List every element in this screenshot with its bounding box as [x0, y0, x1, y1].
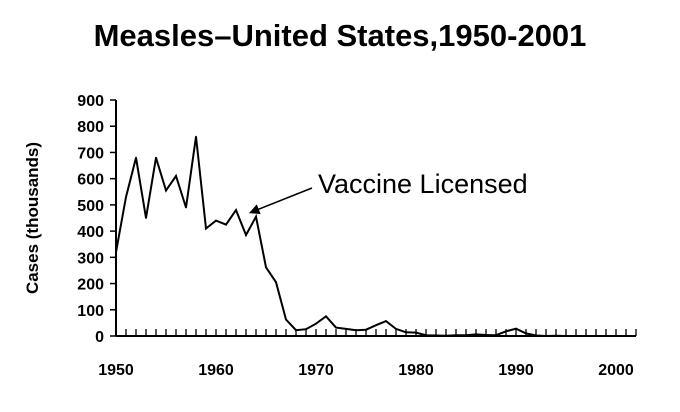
data-point	[335, 326, 337, 329]
data-point	[425, 334, 427, 337]
data-point	[405, 331, 407, 334]
series-group	[115, 135, 627, 338]
chart-title: Measles–United States,1950-2001	[93, 18, 587, 53]
y-tick-label: 800	[77, 119, 104, 136]
data-point	[505, 330, 507, 333]
data-point	[375, 324, 377, 327]
data-point	[585, 335, 587, 337]
data-point	[625, 335, 627, 337]
y-axis-ticks: 0 100 200 300 400 500 600 700 800 900	[77, 93, 116, 346]
data-point	[435, 334, 437, 337]
data-point	[545, 335, 547, 337]
data-point	[535, 334, 537, 337]
data-point	[155, 156, 157, 159]
data-point	[595, 335, 597, 337]
y-tick-label: 500	[77, 198, 104, 215]
x-tick-label: 2000	[598, 362, 634, 379]
y-tick-label: 300	[77, 250, 104, 267]
data-point	[465, 334, 467, 337]
data-point	[355, 329, 357, 332]
data-point	[125, 196, 127, 198]
data-point	[165, 189, 167, 192]
data-point	[495, 334, 497, 337]
data-point	[245, 234, 247, 236]
data-point	[115, 251, 117, 253]
data-point	[515, 327, 517, 330]
y-tick-label: 200	[77, 277, 104, 294]
data-point	[325, 315, 327, 318]
y-axis-label: Cases (thousands)	[23, 142, 42, 294]
x-tick-label: 1950	[98, 362, 134, 379]
data-point	[605, 335, 607, 337]
data-point	[275, 281, 277, 284]
data-point	[215, 219, 217, 222]
y-tick-label: 0	[95, 329, 104, 346]
data-point	[195, 135, 197, 138]
data-point	[265, 266, 267, 269]
data-point	[365, 328, 367, 331]
data-point	[445, 334, 447, 337]
data-point	[295, 329, 297, 332]
data-point	[575, 335, 577, 337]
data-point	[255, 215, 257, 218]
y-tick-label: 100	[77, 303, 104, 320]
data-point	[285, 318, 287, 321]
y-tick-label: 600	[77, 172, 104, 189]
annotation-arrow	[249, 187, 313, 215]
data-point	[315, 322, 317, 325]
data-point	[345, 328, 347, 330]
data-point	[235, 209, 237, 212]
x-tick-label: 1960	[198, 362, 234, 379]
axes	[115, 100, 636, 337]
data-point	[415, 331, 417, 334]
data-point	[615, 335, 617, 337]
data-point	[305, 328, 307, 331]
x-tick-label: 1980	[398, 362, 434, 379]
data-point	[395, 328, 397, 330]
data-point	[145, 217, 147, 219]
data-point	[475, 333, 477, 336]
data-point	[455, 334, 457, 337]
data-point	[135, 156, 137, 159]
x-tick-label: 1970	[298, 362, 334, 379]
annotations: Vaccine Licensed	[249, 169, 528, 215]
data-point	[555, 334, 557, 337]
x-axis-ticks: 1950 1960 1970 1980 1990 2000	[98, 329, 637, 379]
data-point	[205, 227, 207, 230]
data-point	[525, 332, 527, 335]
x-tick-label: 1990	[498, 362, 534, 379]
data-point	[485, 334, 487, 336]
data-point	[185, 206, 187, 209]
data-point	[385, 320, 387, 322]
y-tick-label: 400	[77, 224, 104, 241]
y-tick-label: 700	[77, 145, 104, 162]
annotation-label: Vaccine Licensed	[318, 169, 528, 199]
series-line-0	[115, 136, 626, 338]
y-tick-label: 900	[77, 93, 104, 110]
data-point	[175, 175, 177, 177]
data-point	[565, 335, 567, 337]
data-point	[225, 223, 227, 226]
